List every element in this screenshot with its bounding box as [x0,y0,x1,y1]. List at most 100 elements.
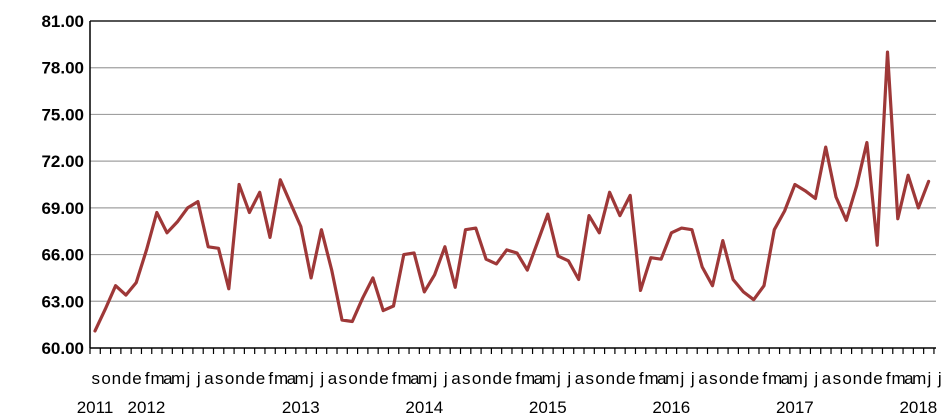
x-axis-year-labels: 2011 2012 2013 2014 2015 2016 2017 2018 [77,398,938,417]
data-point [176,220,179,223]
data-point [886,51,889,54]
data-point [310,276,313,279]
month-tick-label: e [873,369,882,388]
month-tick-label: m [912,369,926,388]
data-point [94,329,97,332]
data-point [320,228,323,231]
month-tick-label: s [339,369,347,388]
month-tick-label: n [482,369,491,388]
month-tick-label: m [542,369,556,388]
data-point [660,258,663,261]
y-tick-label: 60.00 [41,339,84,358]
data-point [721,239,724,242]
data-point [330,269,333,272]
month-tick-label: s [215,369,223,388]
data-point [279,178,282,181]
month-tick-label: o [842,369,851,388]
data-point [454,286,457,289]
month-tick-label: j [443,369,447,388]
month-tick-label: e [379,369,388,388]
month-tick-label: a [698,369,708,388]
data-point [546,213,549,216]
data-point [145,248,148,251]
month-tick-label: a [451,369,461,388]
month-tick-label: f [515,369,520,388]
x-axis-tick-marks [89,348,935,354]
data-point [711,284,714,287]
y-tick-label: 63.00 [41,292,84,311]
month-tick-label: j [680,369,684,388]
month-tick-label: a [781,369,791,388]
month-tick-label: n [112,369,121,388]
y-tick-label: 66.00 [41,246,84,265]
month-tick-label: j [196,369,200,388]
data-point [855,185,858,188]
data-point [227,287,230,290]
month-tick-label: j [186,369,190,388]
data-point [835,195,838,198]
year-tick-label: 2018 [899,398,937,417]
month-tick-label: e [256,369,265,388]
data-point [773,228,776,231]
month-tick-label: a [822,369,832,388]
data-point [402,253,405,256]
month-tick-label: d [616,369,625,388]
year-tick-label: 2017 [776,398,814,417]
data-point [618,214,621,217]
data-point [742,290,745,293]
data-point [824,146,827,149]
data-point [299,225,302,228]
month-tick-label: e [132,369,141,388]
month-tick-label: a [410,369,420,388]
data-point [608,191,611,194]
y-tick-label: 81.00 [41,12,84,31]
year-tick-label: 2015 [529,398,567,417]
data-point [495,262,498,265]
month-tick-label: s [92,369,100,388]
month-tick-label: a [575,369,585,388]
year-tick-label: 2013 [282,398,320,417]
month-tick-label: d [492,369,501,388]
data-point [515,252,518,255]
data-point [588,214,591,217]
data-point [413,252,416,255]
month-tick-label: m [891,369,905,388]
month-tick-label: f [145,369,150,388]
data-point [238,183,241,186]
data-point [166,231,169,234]
data-point [793,183,796,186]
month-tick-label: e [626,369,635,388]
month-tick-label: m [418,369,432,388]
data-point [207,245,210,248]
year-tick-label: 2012 [128,398,166,417]
data-point [526,269,529,272]
plot-frame [89,20,936,349]
data-point [248,211,251,214]
month-tick-label: o [719,369,728,388]
year-tick-label: 2014 [405,398,443,417]
data-point [155,211,158,214]
month-tick-label: a [204,369,214,388]
data-point [649,256,652,259]
month-tick-label: j [556,369,560,388]
month-tick-label: j [937,369,941,388]
data-point [804,189,807,192]
month-tick-label: f [886,369,891,388]
month-tick-label: a [904,369,914,388]
data-point [474,227,477,230]
month-tick-label: a [287,369,297,388]
data-point [124,294,127,297]
month-tick-label: m [644,369,658,388]
month-tick-label: s [833,369,841,388]
data-point [217,247,220,250]
series-line [93,50,931,333]
data-point [670,231,673,234]
data-point [536,241,539,244]
month-tick-label: m [397,369,411,388]
data-point [907,174,910,177]
data-point [464,228,467,231]
data-point [443,245,446,248]
month-tick-label: n [235,369,244,388]
